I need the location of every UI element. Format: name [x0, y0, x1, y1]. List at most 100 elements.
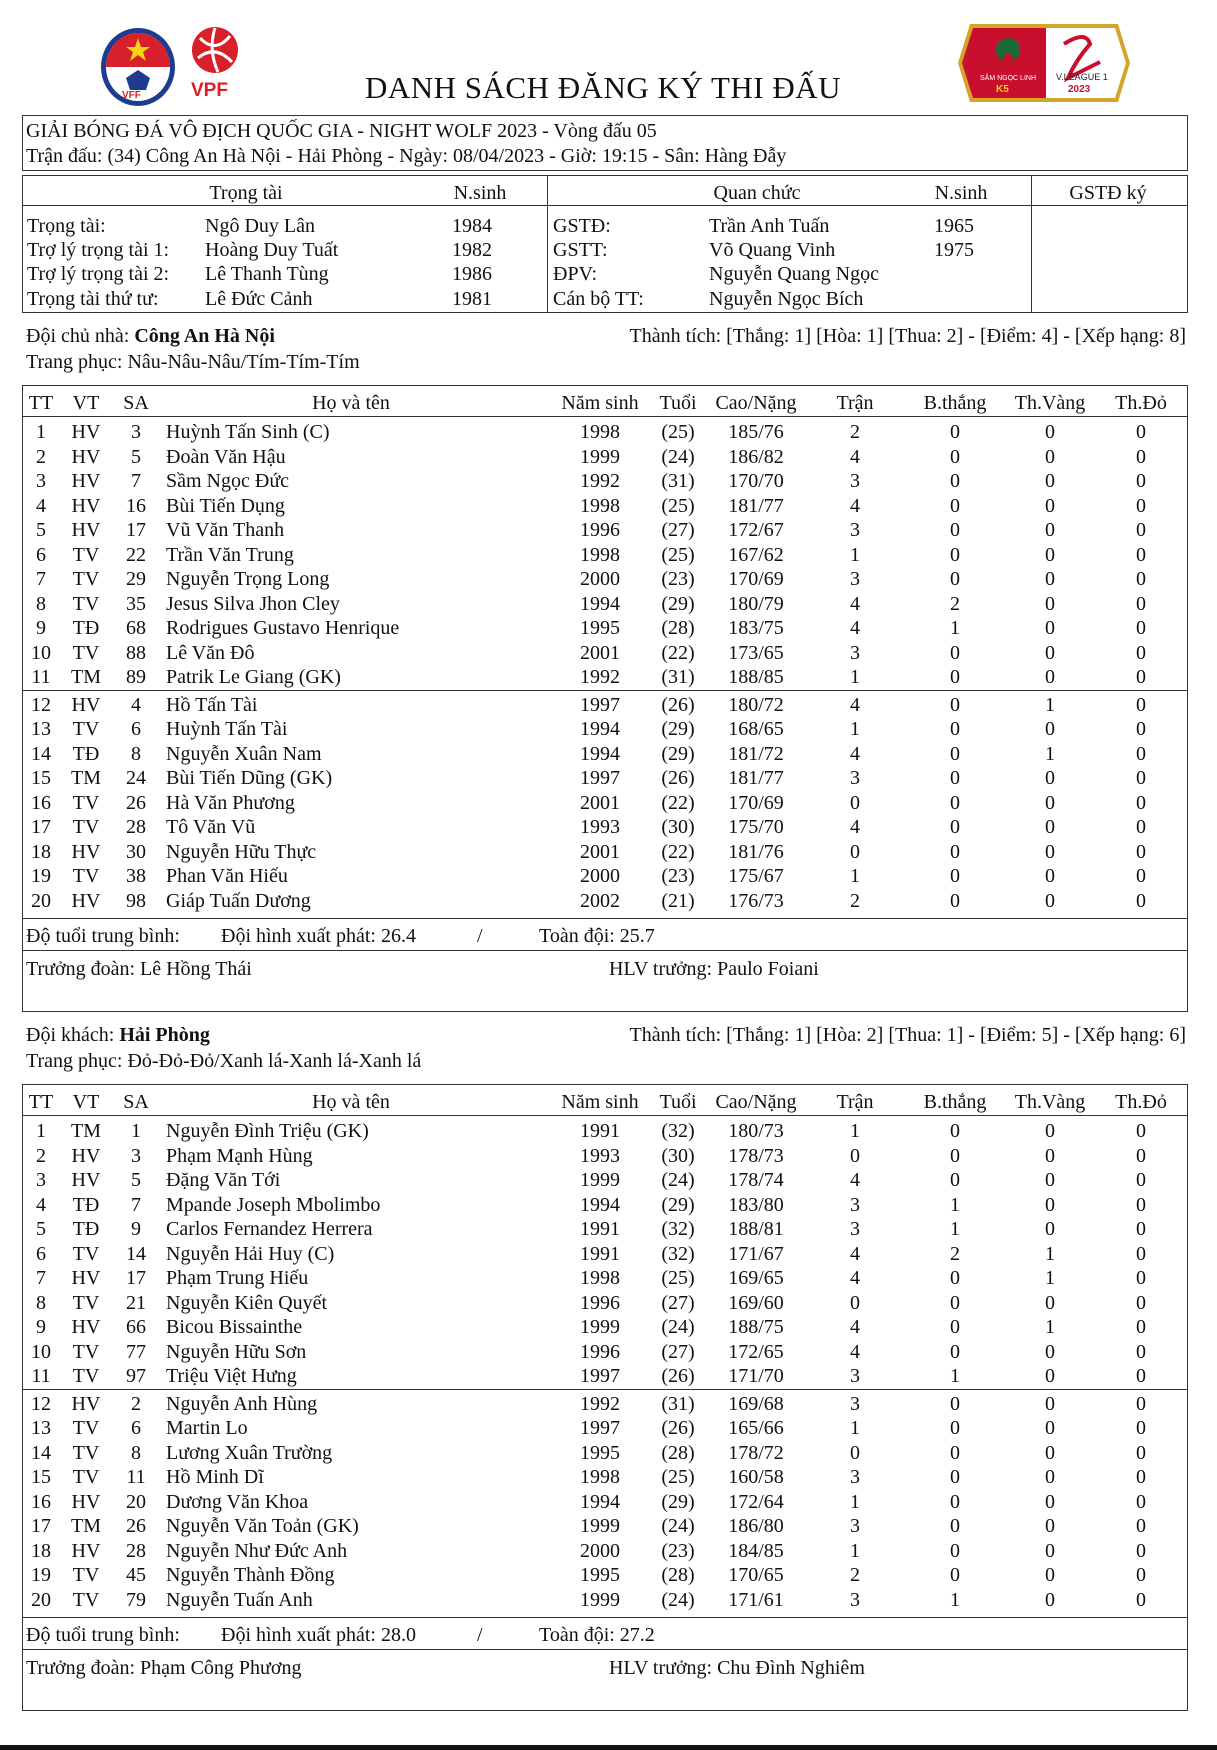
col-red: 0 — [1136, 742, 1146, 765]
col-vt: TĐ — [72, 1193, 100, 1216]
col-tt: 18 — [31, 1539, 51, 1562]
column-header-sa: SA — [123, 1091, 149, 1113]
team-record: Thành tích: [Thắng: 1] [Hòa: 2] [Thua: 1… — [629, 1024, 1186, 1046]
col-tt: 7 — [36, 568, 46, 590]
col-tt: 13 — [31, 1417, 51, 1439]
col-tt: 13 — [31, 718, 51, 740]
col-yellow: 1 — [1045, 1267, 1055, 1289]
col-sa: 28 — [126, 1539, 146, 1562]
col-height-weight: 168/65 — [728, 718, 784, 740]
col-vt: TĐ — [72, 617, 100, 639]
col-height-weight: 178/72 — [728, 1441, 784, 1464]
col-sa: 98 — [126, 889, 146, 912]
col-birth-year: 2001 — [580, 840, 620, 863]
col-name: Nguyễn Hữu Thực — [166, 840, 317, 863]
col-birth-year: 1998 — [580, 421, 620, 443]
referee-name: Ngô Duy Lân — [205, 215, 315, 237]
col-vt: HV — [71, 445, 101, 468]
col-goals: 0 — [950, 1144, 960, 1167]
col-yellow: 0 — [1045, 1515, 1055, 1537]
col-sa: 88 — [126, 641, 146, 664]
col-birth-year: 1997 — [580, 693, 620, 716]
team-name: Hải Phòng — [119, 1024, 210, 1046]
col-height-weight: 181/72 — [728, 742, 784, 765]
official-role: GSTĐ: — [553, 215, 611, 237]
col-tt: 1 — [36, 1120, 46, 1142]
col-yellow: 0 — [1045, 445, 1055, 468]
col-age: (26) — [661, 1365, 695, 1387]
col-red: 0 — [1136, 865, 1146, 887]
col-yellow: 0 — [1045, 592, 1055, 615]
col-sa: 35 — [126, 592, 146, 615]
column-header-age: Tuổi — [659, 1091, 697, 1113]
bench-divider — [22, 1389, 1188, 1390]
col-birth-year: 1992 — [580, 666, 620, 688]
col-sa: 17 — [126, 519, 146, 541]
referee-role: Trợ lý trọng tài 2: — [27, 263, 170, 285]
col-sa: 89 — [126, 666, 146, 688]
col-goals: 0 — [950, 1441, 960, 1464]
col-tt: 5 — [36, 519, 46, 541]
col-birth-year: 1994 — [580, 592, 620, 615]
col-yellow: 0 — [1045, 568, 1055, 590]
official-role: Cán bộ TT: — [553, 288, 644, 310]
divider — [22, 205, 1188, 206]
col-vt: TV — [72, 1291, 100, 1314]
avg-age-squad: Toàn đội: 25.7 — [539, 925, 655, 947]
col-name: Rodrigues Gustavo Henrique — [166, 617, 400, 639]
column-header-goals: B.thắng — [923, 392, 987, 414]
col-birth-year: 1993 — [580, 1144, 620, 1167]
header-ref-year: N.sinh — [453, 182, 507, 204]
col-red: 0 — [1136, 1218, 1146, 1240]
col-name: Bùi Tiến Dụng — [166, 494, 285, 517]
col-name: Bicou Bissainthe — [166, 1316, 303, 1338]
bench-divider — [22, 690, 1188, 691]
col-name: Huỳnh Tấn Tài — [166, 718, 288, 740]
col-birth-year: 1991 — [580, 1120, 620, 1142]
referee-name: Lê Thanh Tùng — [205, 263, 329, 285]
col-goals: 2 — [950, 1242, 960, 1265]
col-tt: 8 — [36, 1291, 46, 1314]
col-sa: 3 — [131, 421, 141, 443]
col-name: Tô Văn Vũ — [166, 816, 256, 838]
col-age: (22) — [661, 641, 695, 664]
col-yellow: 0 — [1045, 1120, 1055, 1142]
col-age: (26) — [661, 693, 695, 716]
col-goals: 0 — [950, 816, 960, 838]
col-height-weight: 180/79 — [728, 592, 784, 615]
col-tt: 15 — [31, 1466, 51, 1488]
col-birth-year: 1998 — [580, 543, 620, 566]
col-yellow: 0 — [1045, 1441, 1055, 1464]
official-year: 1975 — [934, 239, 974, 261]
page-title: DANH SÁCH ĐĂNG KÝ THI ĐẤU — [364, 70, 842, 105]
col-yellow: 0 — [1045, 494, 1055, 517]
col-matches: 4 — [850, 1340, 860, 1363]
col-sa: 45 — [126, 1564, 146, 1586]
col-name: Martin Lo — [166, 1417, 248, 1439]
col-tt: 5 — [36, 1218, 46, 1240]
col-sa: 7 — [131, 470, 141, 492]
svg-text:K5: K5 — [996, 84, 1009, 95]
col-yellow: 1 — [1045, 1316, 1055, 1338]
col-name: Giáp Tuấn Dương — [166, 889, 311, 912]
header-referee: Trọng tài — [209, 182, 283, 204]
col-birth-year: 2001 — [580, 641, 620, 664]
column-header-name: Họ và tên — [312, 1091, 390, 1113]
col-height-weight: 178/73 — [728, 1144, 784, 1167]
col-birth-year: 1999 — [580, 445, 620, 468]
col-red: 0 — [1136, 494, 1146, 517]
col-matches: 3 — [850, 1466, 860, 1488]
avg-divider — [22, 1649, 1188, 1650]
col-matches: 1 — [850, 718, 860, 740]
col-height-weight: 180/72 — [728, 693, 784, 716]
col-name: Nguyễn Xuân Nam — [166, 742, 322, 765]
col-goals: 0 — [950, 666, 960, 688]
col-birth-year: 1998 — [580, 494, 620, 517]
col-red: 0 — [1136, 568, 1146, 590]
col-matches: 0 — [850, 840, 860, 863]
col-birth-year: 1998 — [580, 1466, 620, 1488]
col-goals: 0 — [950, 693, 960, 716]
col-name: Nguyễn Thành Đồng — [166, 1564, 335, 1586]
players-table — [22, 385, 1188, 1012]
col-birth-year: 1992 — [580, 470, 620, 492]
